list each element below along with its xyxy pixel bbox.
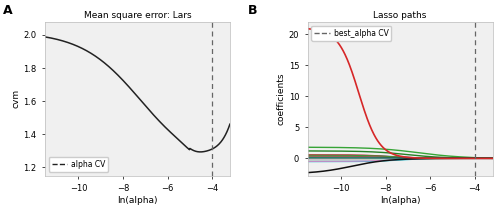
Text: B: B bbox=[248, 4, 257, 17]
Title: Mean square error: Lars: Mean square error: Lars bbox=[84, 11, 192, 20]
Legend: best_alpha CV: best_alpha CV bbox=[312, 26, 392, 41]
Y-axis label: cvm: cvm bbox=[12, 89, 20, 108]
X-axis label: ln(alpha): ln(alpha) bbox=[380, 196, 420, 205]
Text: A: A bbox=[2, 4, 12, 17]
Y-axis label: coefficients: coefficients bbox=[277, 72, 286, 125]
Legend: alpha CV: alpha CV bbox=[49, 157, 108, 172]
Title: Lasso paths: Lasso paths bbox=[374, 11, 426, 20]
X-axis label: ln(alpha): ln(alpha) bbox=[117, 196, 158, 205]
